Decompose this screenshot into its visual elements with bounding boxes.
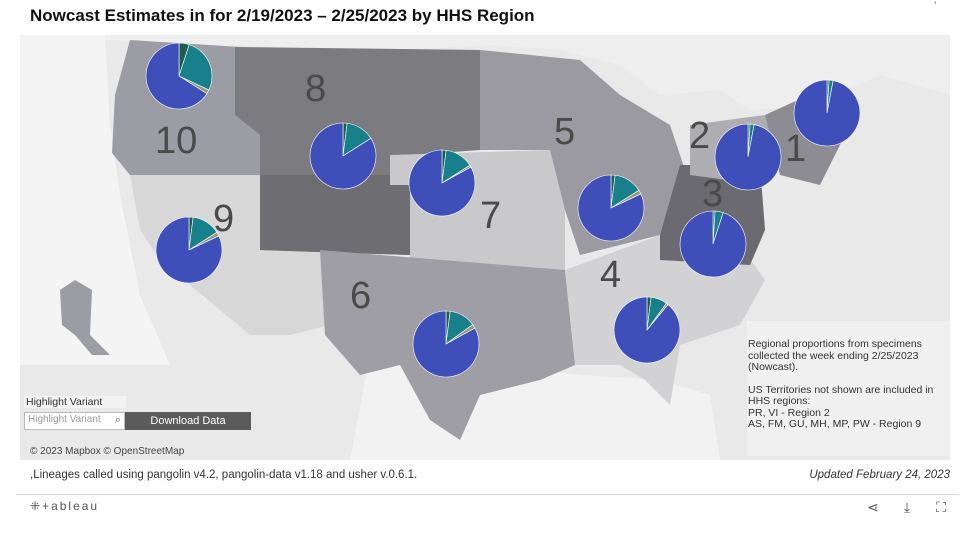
map-attribution[interactable]: © 2023 Mapbox © OpenStreetMap (30, 446, 185, 457)
search-icon[interactable]: ⌕ (114, 414, 121, 426)
info-box: Regional proportions from specimens coll… (747, 321, 950, 456)
map-canvas: 10 9 8 7 6 5 4 3 2 1 (20, 35, 950, 460)
region-label-9: 9 (213, 198, 234, 240)
region-label-7: 7 (480, 195, 501, 237)
tableau-footer: ⁜+ableau ⋖ ⤓ ⛶ (16, 494, 959, 519)
download-icon[interactable]: ⤓ (903, 499, 911, 515)
info-line: AS, FM, GU, MH, MP, PW - Region 9 (748, 418, 922, 430)
info-line: collected the week ending 2/25/2023 (748, 349, 919, 362)
highlight-variant-control: Highlight Variant Highlight Variant ⌕ Do… (24, 396, 251, 430)
us-map[interactable]: 10 9 8 7 6 5 4 3 2 1 (20, 35, 950, 460)
pie-slice-region-3-blue[interactable] (679, 210, 747, 278)
fullscreen-icon[interactable]: ⛶ (936, 499, 946, 515)
region-label-5: 5 (554, 111, 575, 153)
corner-mark: ’ (934, 0, 937, 12)
pie-slice-region-10-blue[interactable] (145, 42, 208, 110)
pie-slice-region-8-blue[interactable] (309, 122, 377, 190)
pie-slice-region-7-blue[interactable] (408, 149, 476, 217)
tableau-logo[interactable]: ⁜+ableau (30, 499, 100, 513)
region-label-8: 8 (305, 68, 326, 110)
pie-slice-region-6-blue[interactable] (412, 310, 480, 378)
pie-slice-region-9-blue[interactable] (155, 216, 223, 284)
alaska-area[interactable] (60, 280, 110, 355)
pie-slice-region-2-blue[interactable] (714, 123, 782, 191)
region-label-6: 6 (350, 275, 371, 317)
highlight-variant-label: Highlight Variant (24, 396, 126, 408)
lineage-note: ,Lineages called using pangolin v4.2, pa… (30, 469, 418, 481)
updated-date: Updated February 24, 2023 (809, 469, 950, 481)
info-line: Regional proportions from specimens (748, 338, 922, 350)
region-label-3: 3 (702, 173, 723, 215)
info-line: PR, VI - Region 2 (748, 406, 830, 419)
pie-slice-region-1-blue[interactable] (793, 79, 861, 147)
pacific-ocean (20, 35, 170, 365)
pie-slice-region-5-blue[interactable] (577, 174, 645, 242)
region-label-10: 10 (155, 120, 197, 162)
info-line: (Nowcast). (748, 361, 799, 373)
region-label-1: 1 (785, 128, 806, 170)
pie-slice-region-10-teal[interactable] (178, 44, 213, 91)
region-8-south[interactable] (260, 175, 410, 255)
pie-slice-region-4-blue[interactable] (613, 296, 681, 364)
dashboard-title: Nowcast Estimates in for 2/19/2023 – 2/2… (30, 6, 535, 25)
region-label-2: 2 (689, 115, 710, 157)
info-line: HHS regions: (748, 395, 811, 407)
region-label-4: 4 (600, 254, 621, 296)
canada-land (20, 35, 950, 110)
info-line: US Territories not shown are included in (748, 383, 934, 396)
share-icon[interactable]: ⋖ (867, 499, 879, 515)
download-data-button[interactable]: Download Data (125, 412, 251, 430)
highlight-variant-input[interactable]: Highlight Variant ⌕ (24, 412, 125, 430)
region-pies (145, 42, 861, 378)
highlight-variant-placeholder: Highlight Variant (28, 414, 101, 425)
